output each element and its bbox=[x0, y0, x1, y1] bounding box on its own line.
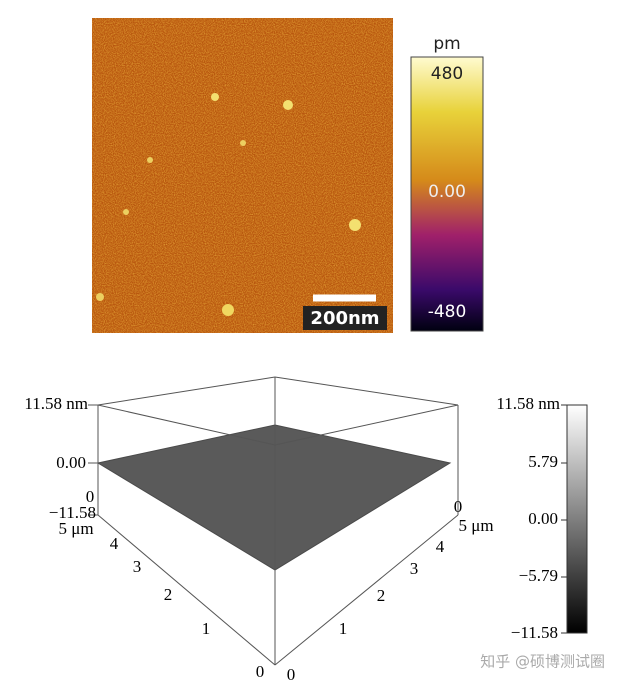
axis-label: 0 bbox=[287, 665, 296, 684]
colorbar-label: 11.58 nm bbox=[496, 394, 560, 413]
colorbar-label: 0.00 bbox=[528, 509, 558, 528]
axis-label: 2 bbox=[164, 585, 173, 604]
afm-image: 200nm bbox=[92, 18, 393, 333]
corner-label: 0 bbox=[454, 497, 463, 516]
z-label: 0.00 bbox=[56, 453, 86, 472]
colorbar-label: 5.79 bbox=[528, 452, 558, 471]
axis-label: 4 bbox=[110, 534, 119, 553]
axis-label: 3 bbox=[133, 557, 142, 576]
axis-label: 5 μm bbox=[58, 519, 93, 538]
corner-label: 0 bbox=[86, 487, 95, 506]
axis-label: 2 bbox=[377, 586, 386, 605]
axis-label: 1 bbox=[202, 619, 211, 638]
colorbar-label: −5.79 bbox=[519, 566, 558, 585]
axis-label: 0 bbox=[256, 662, 265, 681]
axis-label: 4 bbox=[436, 537, 445, 556]
watermark: 知乎 @硕博测试圈 bbox=[480, 653, 605, 671]
colorbar-label: 0.00 bbox=[428, 182, 466, 202]
colorbar-label: -480 bbox=[428, 302, 467, 322]
gray-colorbar: 11.58 nm 5.79 0.00 −5.79 −11.58 bbox=[496, 394, 588, 642]
z-label: −11.58 bbox=[49, 503, 96, 522]
colorbar-label: 480 bbox=[431, 64, 463, 84]
axis-label: 3 bbox=[410, 559, 419, 578]
colorbar-unit: pm bbox=[433, 34, 460, 54]
scale-bar-label: 200nm bbox=[310, 308, 379, 329]
pm-colorbar: pm 480 0.00 -480 bbox=[410, 34, 484, 332]
axis-label: 1 bbox=[339, 619, 348, 638]
z-label: 11.58 nm bbox=[24, 394, 88, 413]
axis-label: 5 μm bbox=[458, 516, 493, 535]
surface-3d bbox=[88, 376, 459, 666]
colorbar-label: −11.58 bbox=[511, 623, 558, 642]
